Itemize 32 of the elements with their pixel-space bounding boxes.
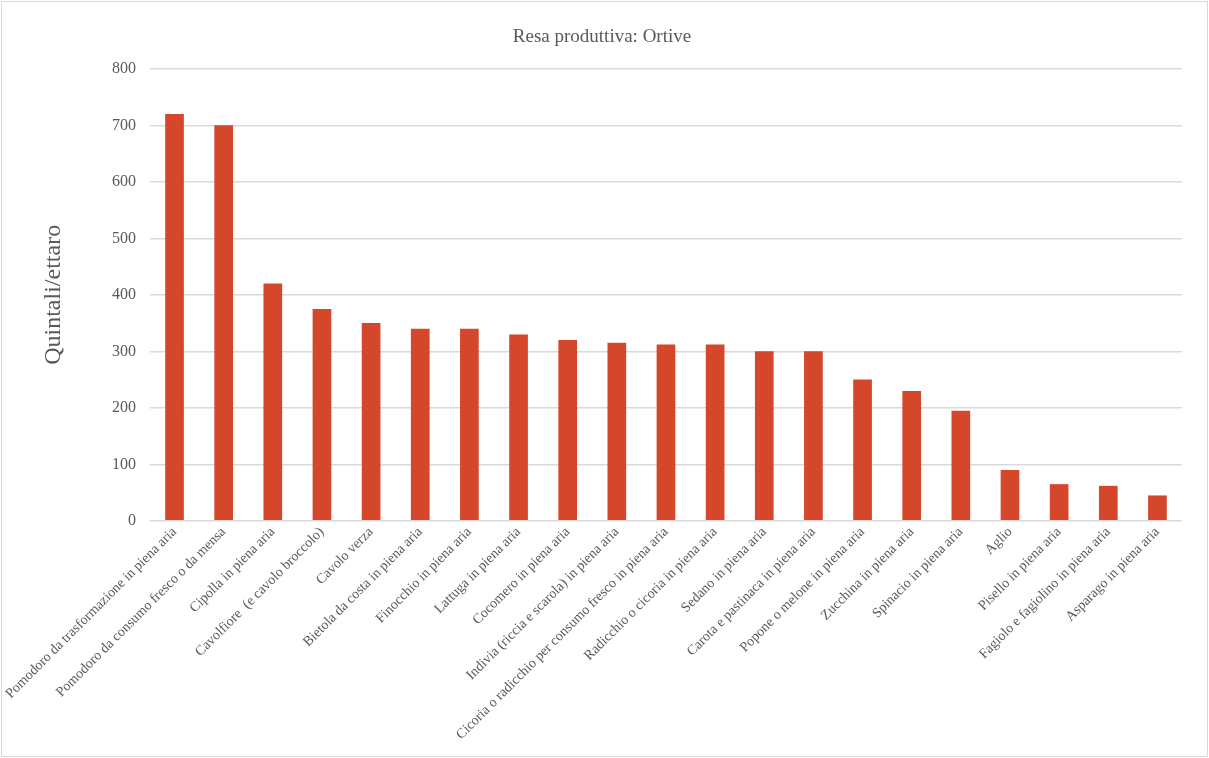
y-tick-label: 400	[111, 285, 136, 303]
bar	[754, 351, 774, 521]
bar	[312, 308, 332, 521]
bar	[1049, 484, 1069, 521]
bar	[361, 323, 381, 521]
bar	[1000, 470, 1020, 521]
bar	[460, 328, 479, 521]
bar	[853, 379, 872, 521]
bar	[607, 342, 627, 521]
bar	[951, 410, 971, 521]
bar	[558, 340, 578, 521]
y-axis-title: Quintali/ettaro	[38, 224, 65, 365]
bar	[509, 334, 528, 521]
y-tick-label: 800	[111, 59, 136, 76]
y-tick-label: 500	[111, 228, 136, 246]
bar	[214, 125, 233, 521]
bar	[804, 351, 823, 521]
bar	[1098, 485, 1118, 521]
bar	[410, 328, 430, 521]
y-tick-label: 0	[127, 511, 136, 529]
y-tick-label: 200	[111, 398, 136, 416]
bar	[656, 344, 676, 521]
bar	[263, 283, 283, 521]
y-tick-label: 300	[111, 341, 136, 359]
bar	[165, 114, 184, 521]
y-tick-label: 700	[111, 115, 136, 133]
bar	[705, 344, 725, 521]
y-tick-label: 100	[111, 454, 136, 472]
y-tick-label: 600	[111, 172, 136, 190]
bar	[1148, 495, 1167, 521]
bar	[902, 390, 922, 521]
chart-title: Resa produttiva: Ortive	[512, 25, 692, 47]
